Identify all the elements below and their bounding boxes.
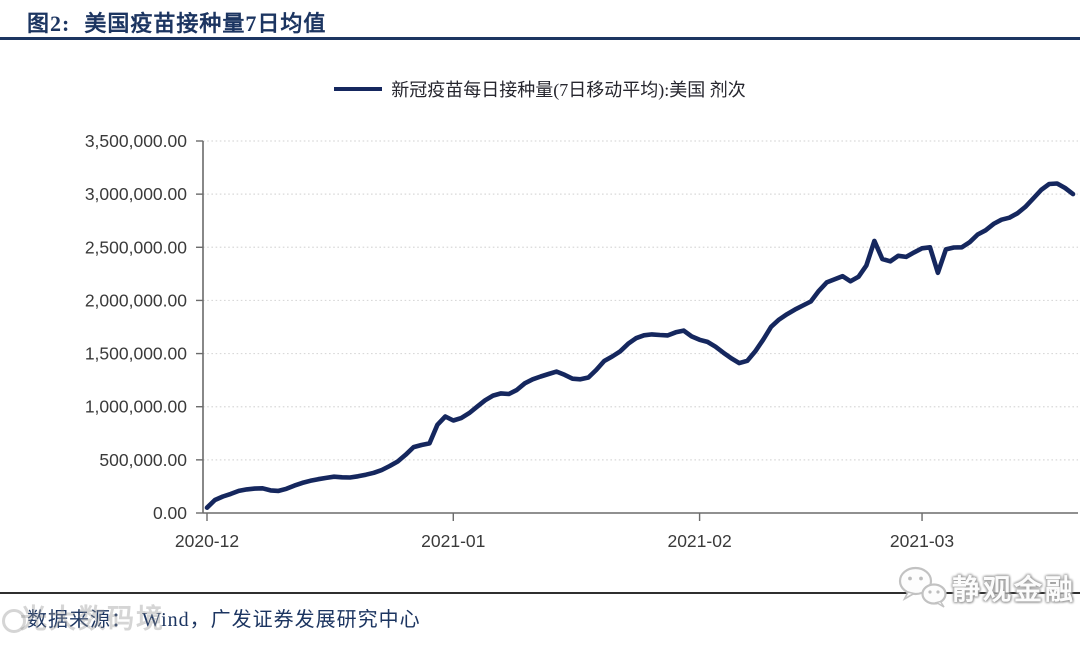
y-tick-label: 2,500,000.00 [85, 237, 187, 257]
y-tick-label: 3,000,000.00 [85, 184, 187, 204]
figure-number: 图2: [27, 11, 71, 36]
legend-line-swatch [334, 87, 383, 91]
y-tick-label: 500,000.00 [99, 450, 187, 470]
footer-divider-rule [0, 592, 1080, 594]
y-tick-label: 1,000,000.00 [85, 397, 187, 417]
title-divider-rule [0, 37, 1080, 40]
y-tick-label: 0.00 [153, 503, 187, 523]
y-tick-label: 1,500,000.00 [85, 344, 187, 364]
x-tick-label: 2021-03 [890, 531, 954, 551]
data-line-us-vaccinations [204, 181, 1076, 511]
data-source-line: 数据来源： Wind，广发证券发展研究中心 [27, 603, 421, 632]
legend-label: 新冠疫苗每日接种量(7日移动平均):美国 剂次 [391, 80, 746, 100]
y-tick-label: 2,000,000.00 [85, 290, 187, 310]
x-tick-label: 2020-12 [175, 531, 239, 551]
chart-legend: 新冠疫苗每日接种量(7日移动平均):美国 剂次 [0, 76, 1080, 102]
data-source-value: Wind，广发证券发展研究中心 [142, 609, 421, 631]
x-tick-label: 2021-02 [667, 531, 731, 551]
figure-title-text: 美国疫苗接种量7日均值 [84, 11, 327, 36]
data-source-label: 数据来源： [27, 609, 132, 631]
x-tick-label: 2021-01 [421, 531, 485, 551]
y-tick-label: 3,500,000.00 [85, 131, 187, 151]
figure-title: 图2: 美国疫苗接种量7日均值 [27, 6, 326, 38]
